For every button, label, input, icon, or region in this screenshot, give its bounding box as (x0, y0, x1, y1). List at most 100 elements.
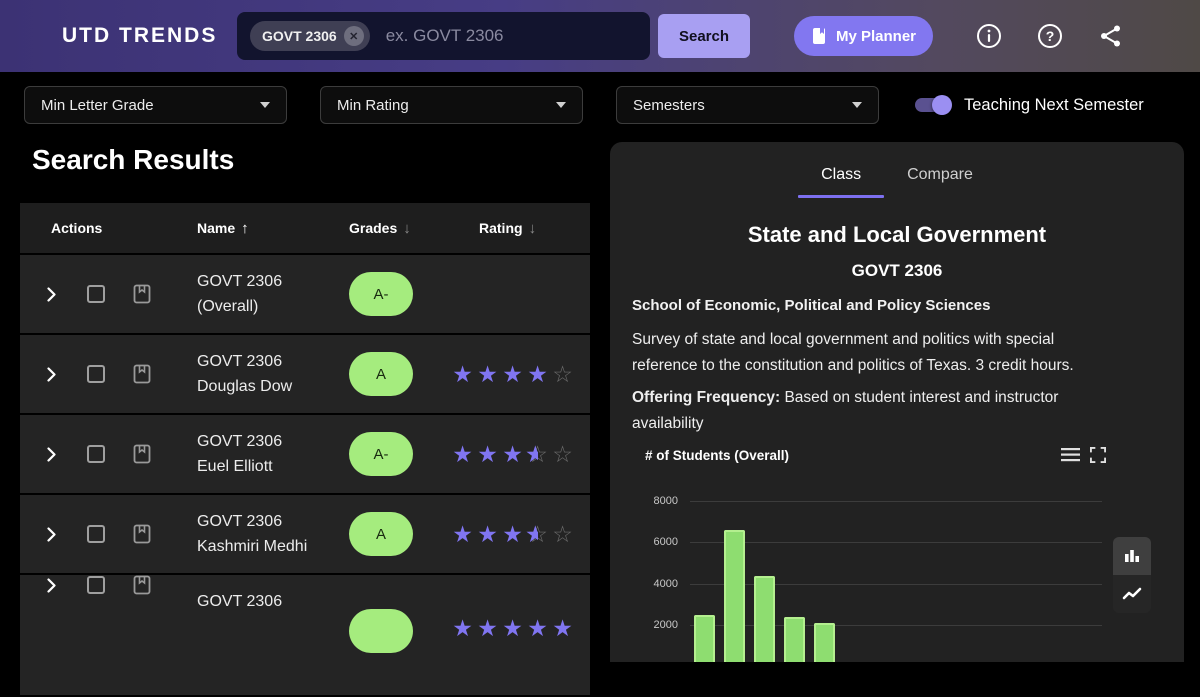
fullscreen-icon[interactable] (1090, 447, 1106, 463)
tab-class[interactable]: Class (798, 156, 885, 198)
app-logo[interactable]: UTD TRENDS (62, 24, 218, 47)
dropdown-label: Min Rating (337, 96, 409, 114)
chart-bar (724, 529, 745, 662)
table-row[interactable]: GOVT 2306 ★ ★ ★ ★ ★ (20, 575, 590, 695)
y-axis-tick: 4000 (653, 577, 678, 590)
chart-bar (694, 614, 715, 662)
course-name: GOVT 2306 Douglas Dow (197, 353, 293, 395)
grade-badge: A (349, 512, 413, 556)
bookmark-icon[interactable] (133, 524, 151, 544)
compare-checkbox[interactable] (87, 445, 105, 463)
star-outline-icon: ☆ (552, 361, 573, 387)
star-icon: ★ (452, 361, 473, 387)
course-title: State and Local Government (747, 222, 1047, 247)
page-title: Search Results (32, 144, 235, 175)
star-icon: ★ (452, 521, 473, 547)
grade-badge (349, 609, 413, 653)
expand-chevron-icon[interactable] (47, 286, 56, 302)
expand-chevron-icon[interactable] (47, 446, 56, 462)
course-code: GOVT 2306 (851, 261, 943, 280)
compare-checkbox[interactable] (87, 576, 105, 594)
dropdown-label: Semesters (633, 96, 705, 114)
column-header-actions[interactable]: Actions (51, 220, 103, 236)
star-icon: ★ (502, 521, 523, 547)
share-icon[interactable] (1098, 23, 1124, 49)
column-header-name[interactable]: Name ↑ (197, 219, 249, 237)
class-detail-panel: Class Compare State and Local Government … (610, 142, 1184, 662)
compare-checkbox[interactable] (87, 525, 105, 543)
star-icon: ★ (552, 615, 573, 641)
column-header-rating[interactable]: Rating ↓ (479, 219, 537, 237)
star-icon: ★ (502, 615, 523, 641)
search-placeholder: ex. GOVT 2306 (385, 26, 504, 45)
search-chip[interactable]: GOVT 2306 ✕ (250, 21, 370, 51)
menu-icon[interactable] (1061, 448, 1080, 462)
search-input[interactable]: GOVT 2306 ✕ ex. GOVT 2306 (237, 12, 650, 60)
course-name: GOVT 2306 Euel Elliott (197, 433, 283, 475)
chart-type-switcher (1113, 537, 1151, 613)
offering-frequency-text: Based on student interest and instructor… (632, 389, 1059, 432)
results-table: Actions Name ↑ Grades ↓ Rating ↓ GOVT 2306 (Ov… (20, 203, 590, 697)
info-icon[interactable] (976, 23, 1002, 49)
chart-bar (754, 576, 775, 662)
course-name: GOVT 2306 Kashmiri Medhi (197, 513, 308, 555)
compare-checkbox[interactable] (87, 365, 105, 383)
star-icon: ★ (452, 441, 473, 467)
gridline (690, 625, 1102, 626)
chart-bar (784, 616, 805, 662)
school-name: School of Economic, Political and Policy… (632, 297, 991, 314)
bookmark-icon[interactable] (133, 444, 151, 464)
min-rating-dropdown[interactable]: Min Rating (320, 86, 583, 124)
sort-up-icon: ↑ (241, 219, 249, 237)
semesters-dropdown[interactable]: Semesters (616, 86, 879, 124)
table-row[interactable]: GOVT 2306 Kashmiri Medhi A ★ ★ ★ ☆ ★ ☆ (20, 495, 590, 573)
table-row[interactable]: GOVT 2306 Douglas Dow A ★ ★ ★ ★ ☆ (20, 335, 590, 413)
bookmark-icon[interactable] (133, 575, 151, 595)
results-table-header: Actions Name ↑ Grades ↓ Rating ↓ (20, 203, 590, 253)
star-icon: ★ (477, 441, 498, 467)
search-button[interactable]: Search (658, 14, 750, 58)
min-letter-grade-dropdown[interactable]: Min Letter Grade (24, 86, 287, 124)
chart-header: # of Students (Overall) (645, 447, 1106, 463)
bar-chart-icon[interactable] (1113, 537, 1151, 575)
rating-stars: ★ ★ ★ ☆ ★ ☆ (450, 519, 590, 549)
star-icon: ★ (477, 521, 498, 547)
my-planner-button[interactable]: My Planner (794, 16, 933, 56)
chart-bar (814, 622, 835, 662)
teaching-next-semester-toggle[interactable] (915, 95, 952, 115)
line-chart-icon[interactable] (1113, 575, 1151, 613)
column-header-grades[interactable]: Grades ↓ (349, 219, 411, 237)
star-icon: ★ (502, 441, 523, 467)
search-chip-label: GOVT 2306 (262, 28, 337, 44)
course-description: Survey of state and local government and… (632, 331, 1074, 374)
bookmark-icon[interactable] (133, 364, 151, 384)
chip-remove-icon[interactable]: ✕ (343, 26, 364, 46)
rating-stars: ★ ★ ★ ★ ★ (450, 613, 590, 643)
dropdown-label: Min Letter Grade (41, 96, 154, 114)
book-icon (812, 28, 825, 44)
svg-text:?: ? (1046, 28, 1055, 44)
grade-badge: A (349, 352, 413, 396)
help-icon[interactable]: ? (1037, 23, 1063, 49)
expand-chevron-icon[interactable] (47, 526, 56, 542)
star-icon: ★ (477, 361, 498, 387)
star-icon: ★ (452, 615, 473, 641)
course-name: GOVT 2306 (Overall) (197, 273, 283, 315)
table-row[interactable]: GOVT 2306 Euel Elliott A- ★ ★ ★ ☆ ★ ☆ (20, 415, 590, 493)
expand-chevron-icon[interactable] (47, 577, 56, 593)
compare-checkbox[interactable] (87, 285, 105, 303)
expand-chevron-icon[interactable] (47, 366, 56, 382)
tab-compare[interactable]: Compare (907, 166, 973, 183)
toggle-label: Teaching Next Semester (964, 95, 1144, 114)
rating-stars: ★ ★ ★ ☆ ★ ☆ (450, 439, 590, 469)
star-icon: ★ (527, 361, 548, 387)
panel-tabs: Class Compare (610, 156, 1184, 198)
table-row[interactable]: GOVT 2306 (Overall) A- (20, 255, 590, 333)
chevron-down-icon (260, 102, 270, 108)
y-axis-tick: 6000 (653, 536, 678, 548)
my-planner-label: My Planner (835, 27, 917, 45)
star-outline-icon: ☆ (552, 521, 573, 547)
star-icon: ★ (502, 361, 523, 387)
bookmark-icon[interactable] (133, 284, 151, 304)
chevron-down-icon (852, 102, 862, 108)
